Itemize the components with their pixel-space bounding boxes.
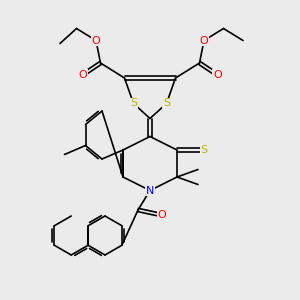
Text: S: S [130,98,137,109]
Text: N: N [146,185,154,196]
Text: O: O [200,35,208,46]
Text: O: O [78,70,87,80]
Text: O: O [158,209,166,220]
Text: O: O [213,70,222,80]
Text: O: O [92,35,100,46]
Text: S: S [200,145,208,155]
Text: S: S [163,98,170,109]
